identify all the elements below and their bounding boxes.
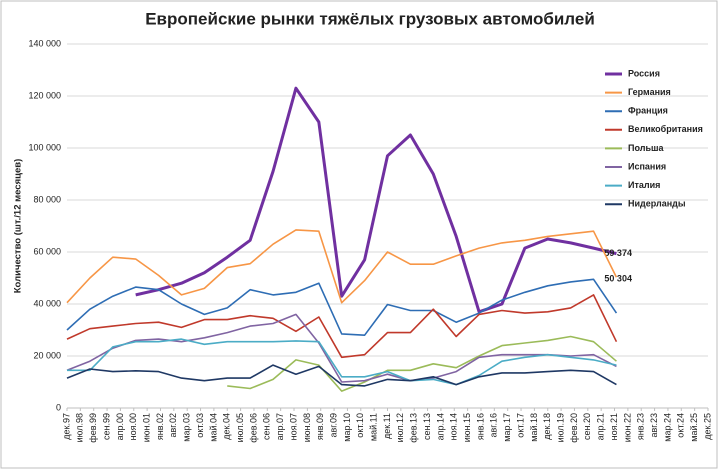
legend-label: Нидерланды: [628, 199, 686, 209]
series-line: [66, 294, 618, 359]
series-line: [227, 335, 617, 392]
x-tick-label: июн.01: [142, 413, 152, 442]
x-tick-label: май.18: [529, 413, 539, 442]
x-tick-label: янв.16: [475, 413, 485, 440]
y-tick-label: 140 000: [28, 38, 61, 48]
y-tick-label: 120 000: [28, 90, 61, 100]
series-line: [135, 86, 617, 314]
x-tick-label: дек.04: [222, 413, 232, 440]
series-line: [66, 313, 617, 383]
x-tick-label: сен.20: [582, 413, 592, 440]
x-tick-label: май.11: [369, 413, 379, 441]
x-tick-label: авг.23: [649, 413, 659, 437]
x-tick-label: авг.09: [328, 413, 338, 437]
x-tick-label: фев.13: [409, 413, 419, 443]
x-tick-label: дек.18: [542, 413, 552, 440]
x-tick-label: дек.25: [702, 413, 712, 440]
x-tick-label: янв.09: [315, 413, 325, 440]
x-tick-label: мар.10: [342, 413, 352, 442]
x-tick-label: июл.19: [555, 413, 565, 442]
x-tick-label: июл.12: [395, 413, 405, 442]
value-label: 50 304: [604, 274, 632, 284]
chart-title: Европейские рынки тяжёлых грузовых автом…: [145, 9, 595, 28]
x-tick-label: ноя.07: [288, 413, 298, 440]
x-tick-label: фев.20: [569, 413, 579, 443]
legend-label: Россия: [628, 68, 660, 78]
x-tick-label: янв.02: [155, 413, 165, 440]
x-tick-label: фев.06: [248, 413, 258, 443]
value-label: 59 374: [604, 248, 632, 258]
x-tick-label: фев.99: [88, 413, 98, 443]
series-line: [66, 364, 617, 387]
x-tick-label: апр.00: [115, 413, 125, 440]
x-tick-label: июн.08: [302, 413, 312, 442]
x-tick-label: июл.98: [75, 413, 85, 442]
legend-label: Италия: [628, 180, 660, 190]
legend-label: Великобритания: [628, 124, 703, 134]
series-line: [66, 278, 618, 336]
x-tick-label: май.25: [689, 413, 699, 442]
x-tick-label: авг.16: [489, 413, 499, 437]
x-tick-label: апр.14: [435, 413, 445, 440]
y-tick-label: 20 000: [33, 350, 61, 360]
y-axis-title: Количество (шт./12 месяцев): [13, 159, 24, 294]
x-tick-label: окт.10: [355, 413, 365, 438]
x-tick-label: мар.24: [662, 413, 672, 442]
x-tick-label: сен.06: [262, 413, 272, 440]
y-tick-label: 80 000: [33, 194, 61, 204]
x-tick-label: окт.24: [676, 413, 686, 438]
x-tick-label: ноя.00: [128, 413, 138, 440]
x-tick-label: мар.03: [182, 413, 192, 442]
x-tick-label: июн.22: [622, 413, 632, 442]
x-tick-label: авг.02: [168, 413, 178, 437]
x-tick-label: дек.97: [61, 413, 71, 440]
x-tick-label: окт.17: [515, 413, 525, 438]
x-tick-label: янв.23: [636, 413, 646, 440]
y-tick-label: 0: [56, 402, 61, 412]
legend-label: Франция: [628, 106, 668, 116]
legend-label: Германия: [628, 87, 671, 97]
y-tick-label: 60 000: [33, 246, 61, 256]
x-tick-label: июн.15: [462, 413, 472, 442]
x-tick-label: ноя.21: [609, 413, 619, 440]
x-tick-label: дек.11: [382, 413, 392, 439]
series-line: [66, 229, 618, 304]
x-tick-label: окт.03: [195, 413, 205, 438]
x-tick-label: июл.05: [235, 413, 245, 442]
x-tick-label: сен.13: [422, 413, 432, 440]
x-tick-label: апр.07: [275, 413, 285, 440]
x-tick-label: май.04: [208, 413, 218, 442]
x-tick-label: ноя.14: [449, 413, 459, 440]
x-tick-label: сен.99: [101, 413, 111, 440]
legend-label: Польша: [628, 143, 664, 153]
x-tick-label: апр.21: [596, 413, 606, 440]
x-tick-label: мар.17: [502, 413, 512, 442]
y-tick-label: 40 000: [33, 298, 61, 308]
series-line: [67, 338, 617, 386]
y-tick-label: 100 000: [28, 142, 61, 152]
legend-label: Испания: [628, 161, 666, 171]
